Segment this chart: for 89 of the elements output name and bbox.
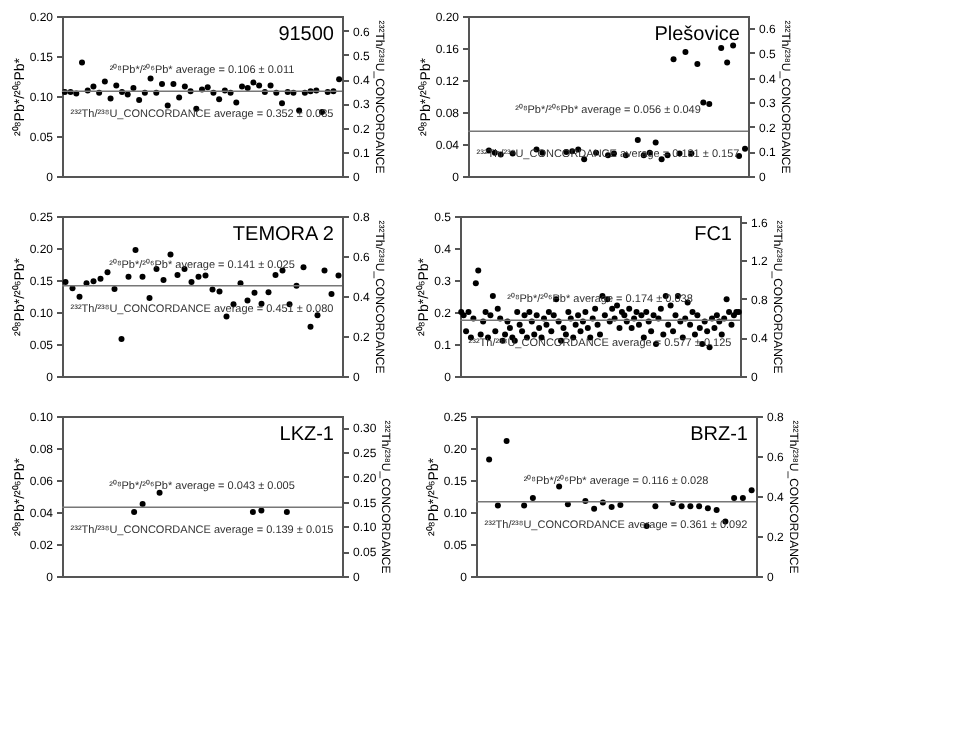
point — [328, 291, 335, 298]
point — [687, 503, 694, 510]
point — [139, 273, 146, 280]
chart-title: LKZ-1 — [279, 424, 335, 446]
point — [156, 489, 163, 496]
point — [176, 94, 183, 101]
point — [739, 494, 746, 501]
point — [314, 312, 321, 319]
point — [258, 507, 265, 514]
point — [706, 101, 713, 107]
point — [529, 494, 536, 501]
point — [101, 78, 108, 85]
point — [164, 102, 171, 109]
point — [79, 59, 85, 66]
point — [244, 85, 251, 91]
point — [678, 503, 685, 510]
point — [494, 502, 501, 509]
point — [167, 251, 174, 258]
point — [113, 82, 120, 89]
point — [267, 82, 274, 89]
point — [250, 79, 257, 86]
point — [682, 49, 689, 55]
point — [62, 278, 69, 285]
point — [202, 272, 209, 279]
point — [652, 503, 659, 510]
point — [216, 288, 223, 295]
point — [272, 271, 279, 278]
point — [251, 289, 258, 296]
point — [233, 99, 240, 106]
point — [336, 76, 343, 83]
point — [748, 487, 755, 494]
point — [216, 96, 223, 103]
point — [486, 456, 493, 463]
point — [694, 61, 701, 67]
point — [181, 83, 188, 90]
point — [118, 335, 125, 342]
chart-title: BRZ-1 — [690, 424, 749, 446]
point — [730, 42, 737, 49]
point — [718, 45, 725, 51]
point — [700, 99, 707, 106]
point — [132, 246, 139, 253]
point — [124, 91, 131, 98]
point — [731, 494, 738, 501]
point — [724, 59, 731, 66]
point — [283, 509, 290, 515]
point — [279, 100, 285, 107]
point — [521, 502, 528, 509]
point — [174, 271, 181, 278]
point — [591, 505, 598, 512]
point — [170, 81, 177, 87]
point — [131, 509, 138, 515]
point — [742, 145, 749, 152]
point — [704, 505, 711, 512]
point — [147, 75, 154, 82]
chart-title: 91500 — [278, 24, 335, 46]
point — [107, 95, 114, 102]
point — [249, 509, 256, 515]
point — [188, 278, 195, 285]
point — [204, 84, 211, 91]
point — [90, 83, 97, 90]
point — [160, 277, 167, 283]
point — [713, 507, 720, 514]
point — [76, 293, 83, 300]
point — [104, 269, 111, 276]
point — [136, 97, 143, 103]
point — [256, 82, 263, 89]
point — [300, 264, 307, 271]
point — [652, 139, 659, 146]
chart-title: Plešovice — [654, 24, 741, 46]
point — [696, 503, 703, 510]
point — [146, 294, 153, 301]
point — [195, 273, 202, 280]
point — [634, 137, 641, 143]
point — [97, 275, 104, 282]
point — [90, 278, 97, 285]
chart-title: FC1 — [694, 224, 733, 246]
point — [209, 286, 216, 293]
point — [503, 437, 510, 444]
point — [608, 503, 615, 510]
point — [670, 56, 677, 63]
point — [239, 83, 245, 90]
point — [321, 267, 328, 274]
point — [265, 289, 272, 296]
point — [125, 273, 132, 280]
point — [159, 81, 165, 87]
point — [307, 323, 314, 330]
chart-title: TEMORA 2 — [232, 224, 335, 246]
point — [244, 297, 251, 304]
point — [335, 272, 342, 279]
